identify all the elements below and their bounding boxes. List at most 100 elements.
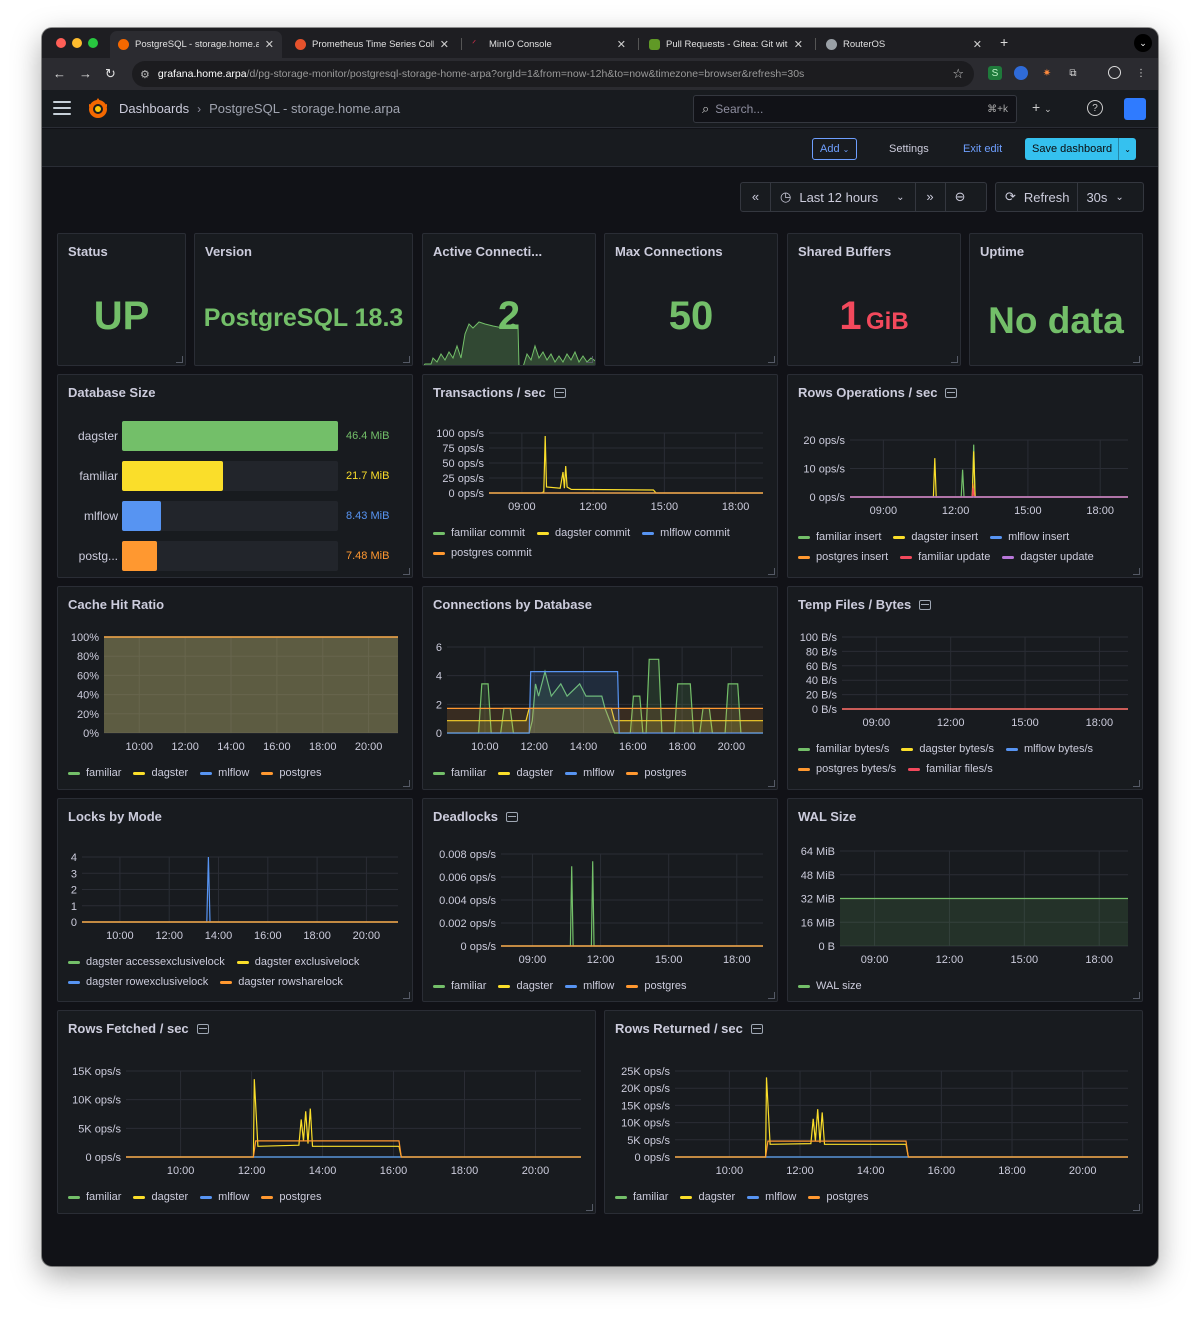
zoom-out-icon[interactable]: ⊖ — [944, 183, 975, 211]
minimize-window-button[interactable] — [72, 38, 82, 48]
legend-item-familiar[interactable]: familiar — [615, 1191, 668, 1203]
legend-item-dagster-exclusivelock[interactable]: dagster exclusivelock — [236, 956, 359, 968]
legend-item-dagster[interactable]: dagster — [498, 980, 553, 992]
legend-item-dagster-commit[interactable]: dagster commit — [536, 527, 630, 539]
chevron-down-icon[interactable]: ⌄ — [896, 191, 905, 203]
legend-item-familiar-insert[interactable]: familiar insert — [798, 531, 881, 543]
legend-item-mlflow-bytes-s[interactable]: mlflow bytes/s — [1005, 743, 1093, 755]
legend-item-mlflow[interactable]: mlflow — [565, 767, 614, 779]
legend-item-familiar[interactable]: familiar — [433, 980, 486, 992]
legend-item-postgres[interactable]: postgres — [626, 767, 687, 779]
close-icon[interactable]: ✕ — [616, 39, 626, 51]
extension-icon[interactable]: ✷ — [1042, 67, 1052, 79]
address-bar[interactable]: ⚙ grafana.home.arpa/d/pg-storage-monitor… — [132, 61, 974, 87]
time-range-picker[interactable]: Last 12 hours — [799, 189, 879, 205]
settings-button[interactable]: Settings — [889, 143, 929, 155]
legend-item-dagster-accessexclusivelock[interactable]: dagster accessexclusivelock — [68, 956, 225, 968]
tab-minio[interactable]: ᐟ MinIO Console ✕ — [464, 31, 634, 58]
legend-item-dagster-update[interactable]: dagster update — [1002, 551, 1094, 563]
legend-item-familiar-commit[interactable]: familiar commit — [433, 527, 525, 539]
extension-icon[interactable] — [1014, 66, 1028, 80]
avatar[interactable] — [1124, 98, 1146, 120]
legend-item-dagster-rowsharelock[interactable]: dagster rowsharelock — [220, 976, 343, 988]
legend-item-mlflow[interactable]: mlflow — [565, 980, 614, 992]
tab-search-button[interactable]: ⌄ — [1134, 34, 1152, 52]
resize-handle[interactable] — [1133, 1204, 1140, 1211]
legend-item-dagster-rowexclusivelock[interactable]: dagster rowexclusivelock — [68, 976, 208, 988]
panel-uptime[interactable]: Uptime No data — [969, 233, 1143, 366]
extension-icon[interactable]: S — [988, 66, 1002, 80]
panel-rows-fetched[interactable]: Rows Fetched / sec 15K ops/s 10K ops/s 5K … — [57, 1010, 596, 1214]
puzzle-icon[interactable]: ⧉ — [1069, 67, 1077, 79]
resize-handle[interactable] — [1133, 992, 1140, 999]
panel-rows-operations[interactable]: Rows Operations / sec 20 ops/s 10 ops/s 0 … — [787, 374, 1143, 578]
panel-rows-returned[interactable]: Rows Returned / sec 25K ops/s 20K ops/s 15… — [604, 1010, 1143, 1214]
menu-icon[interactable] — [53, 101, 71, 115]
bookmark-star-icon[interactable]: ☆ — [952, 66, 964, 81]
panel-cache-hit-ratio[interactable]: Cache Hit Ratio 100% 80% 60% 40% 20% 0% 10:00 1… — [57, 586, 413, 790]
legend-item-dagster-bytes-s[interactable]: dagster bytes/s — [901, 743, 994, 755]
legend-item-postgres[interactable]: postgres — [261, 1191, 322, 1203]
legend-item-postgres-insert[interactable]: postgres insert — [798, 551, 888, 563]
tab-grafana[interactable]: PostgreSQL - storage.home.a ✕ — [110, 31, 282, 58]
resize-handle[interactable] — [768, 356, 775, 363]
legend-item-postgres[interactable]: postgres — [626, 980, 687, 992]
close-icon[interactable]: ✕ — [264, 39, 274, 51]
maximize-window-button[interactable] — [88, 38, 98, 48]
refresh-button[interactable]: Refresh — [1023, 189, 1070, 205]
resize-handle[interactable] — [403, 992, 410, 999]
legend-item-dagster[interactable]: dagster — [133, 767, 188, 779]
panel-status[interactable]: Status UP — [57, 233, 186, 366]
new-tab-button[interactable]: + — [1000, 34, 1009, 50]
exit-edit-button[interactable]: Exit edit — [963, 143, 1003, 155]
legend-item-familiar-files-s[interactable]: familiar files/s — [908, 763, 993, 775]
resize-handle[interactable] — [951, 356, 958, 363]
resize-handle[interactable] — [1133, 356, 1140, 363]
legend-item-mlflow[interactable]: mlflow — [200, 1191, 249, 1203]
close-icon[interactable]: ✕ — [439, 39, 449, 51]
panel-active-connections[interactable]: Active Connecti... 2 — [422, 233, 596, 366]
legend-item-familiar[interactable]: familiar — [68, 767, 121, 779]
legend-item-familiar-update[interactable]: familiar update — [900, 551, 990, 563]
tab-routeros[interactable]: RouterOS ✕ — [818, 31, 990, 58]
legend-item-postgres[interactable]: postgres — [261, 767, 322, 779]
tab-prometheus[interactable]: Prometheus Time Series Coll ✕ — [287, 31, 457, 58]
chevron-down-icon[interactable]: ⌄ — [1118, 138, 1136, 160]
legend-item-mlflow[interactable]: mlflow — [747, 1191, 796, 1203]
chevron-down-icon[interactable]: ⌄ — [1115, 191, 1124, 203]
resize-handle[interactable] — [768, 568, 775, 575]
tab-gitea[interactable]: Pull Requests - Gitea: Git with ✕ — [641, 31, 811, 58]
resize-handle[interactable] — [1133, 780, 1140, 787]
profile-icon[interactable] — [1108, 66, 1121, 79]
legend-item-mlflow-insert[interactable]: mlflow insert — [990, 531, 1069, 543]
panel-deadlocks[interactable]: Deadlocks 0.008 ops/s 0.006 ops/s 0.004 op… — [422, 798, 778, 1002]
panel-shared-buffers[interactable]: Shared Buffers 1 GiB — [787, 233, 961, 366]
close-icon[interactable]: ✕ — [793, 39, 803, 51]
resize-handle[interactable] — [768, 780, 775, 787]
time-shift-back-button[interactable]: « — [741, 183, 771, 211]
resize-handle[interactable] — [176, 356, 183, 363]
legend-item-dagster[interactable]: dagster — [133, 1191, 188, 1203]
resize-handle[interactable] — [768, 992, 775, 999]
reload-button[interactable]: ↻ — [105, 66, 116, 81]
resize-handle[interactable] — [403, 356, 410, 363]
resize-handle[interactable] — [586, 356, 593, 363]
legend-item-postgres-bytes-s[interactable]: postgres bytes/s — [798, 763, 896, 775]
close-window-button[interactable] — [56, 38, 66, 48]
add-button[interactable]: Add ⌄ — [812, 138, 858, 160]
panel-transactions[interactable]: Transactions / sec 100 ops/s 75 ops/s 50 o… — [422, 374, 778, 578]
forward-button[interactable]: → — [79, 66, 92, 81]
panel-locks-by-mode[interactable]: Locks by Mode 4 3 2 1 0 10:00 12:00 14:00 16:00 1… — [57, 798, 413, 1002]
legend-item-familiar[interactable]: familiar — [68, 1191, 121, 1203]
legend-item-mlflow-commit[interactable]: mlflow commit — [642, 527, 730, 539]
new-button[interactable]: + ⌄ — [1032, 99, 1052, 115]
panel-temp-files[interactable]: Temp Files / Bytes 100 B/s 80 B/s 60 B/s 40… — [787, 586, 1143, 790]
resize-handle[interactable] — [1133, 568, 1140, 575]
panel-wal-size[interactable]: WAL Size 64 MiB 48 MiB 32 MiB 16 MiB 0 B 09:0… — [787, 798, 1143, 1002]
legend-item-familiar[interactable]: familiar — [433, 767, 486, 779]
site-info-icon[interactable]: ⚙ — [140, 68, 150, 81]
legend-item-familiar-bytes-s[interactable]: familiar bytes/s — [798, 743, 889, 755]
legend-item-dagster[interactable]: dagster — [680, 1191, 735, 1203]
legend-item-mlflow[interactable]: mlflow — [200, 767, 249, 779]
resize-handle[interactable] — [403, 780, 410, 787]
